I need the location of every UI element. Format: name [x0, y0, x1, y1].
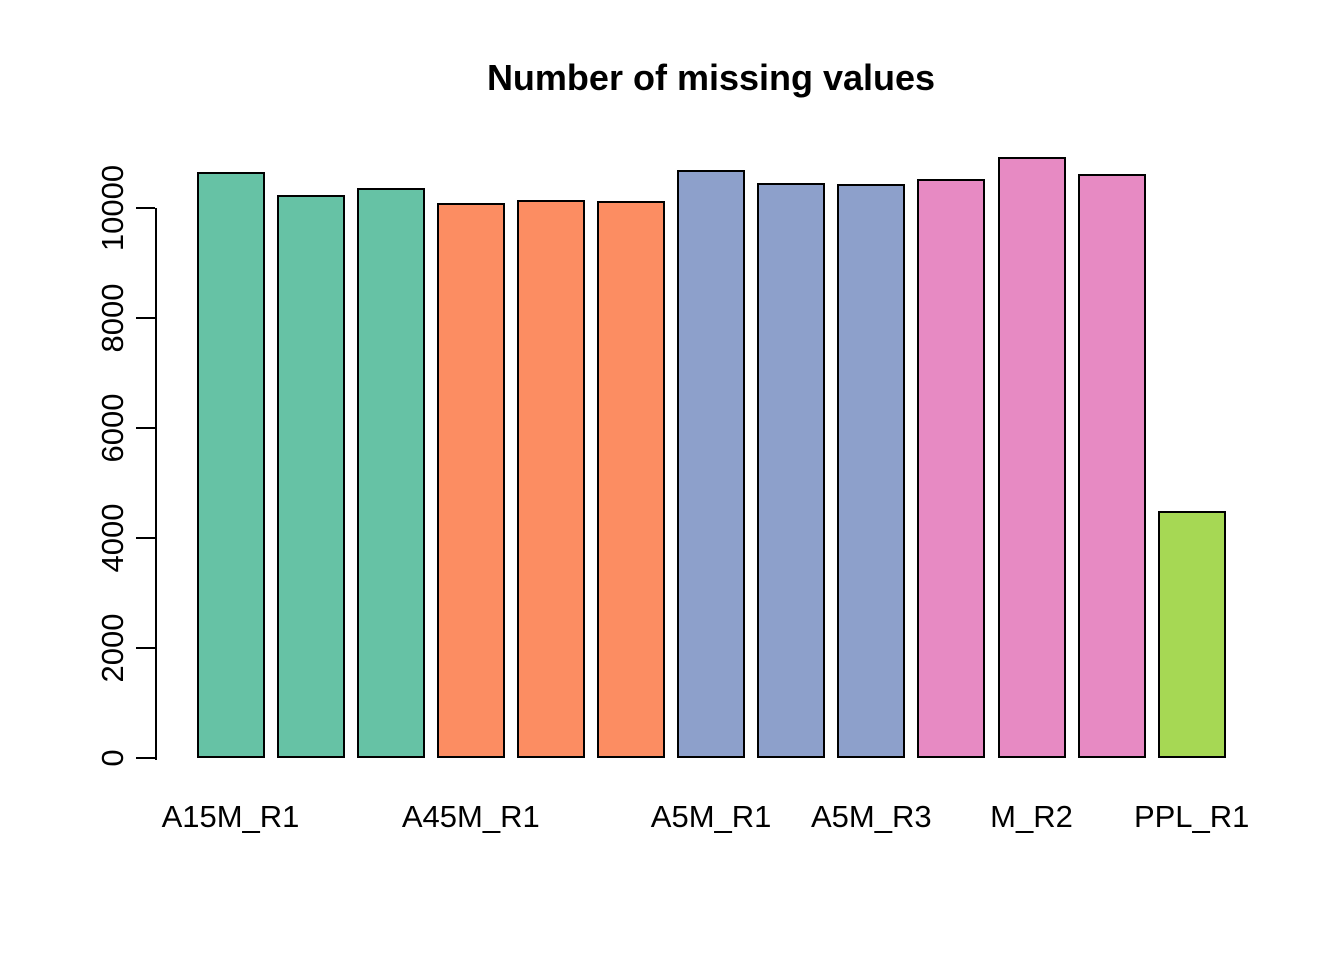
x-tick-label: A45M_R1 [401, 799, 540, 834]
bar-8 [757, 182, 826, 758]
y-tick-mark [136, 757, 155, 759]
bar-6 [597, 201, 665, 758]
x-tick-label: PPL_R1 [1133, 799, 1250, 834]
y-tick-mark [136, 207, 155, 209]
bar-7 [677, 169, 746, 758]
y-tick-label: 2000 [95, 613, 130, 683]
y-tick-label: 8000 [95, 283, 130, 353]
chart-title: Number of missing values [486, 57, 936, 98]
x-tick-label: A15M_R1 [161, 799, 300, 834]
y-tick-mark [136, 427, 155, 429]
bar-12 [1077, 173, 1146, 758]
bar-13 [1157, 510, 1226, 758]
bar-1 [196, 172, 265, 758]
y-tick-label: 6000 [95, 393, 130, 463]
bar-4 [436, 202, 505, 758]
bar-2 [276, 195, 345, 758]
y-axis-line [155, 208, 157, 760]
y-tick-label: 10000 [95, 164, 130, 252]
y-tick-label: 0 [95, 749, 130, 767]
x-tick-label: A5M_R1 [650, 799, 772, 834]
bar-3 [356, 188, 425, 758]
x-tick-label: A5M_R3 [810, 799, 932, 834]
y-tick-mark [136, 647, 155, 649]
y-tick-label: 4000 [95, 503, 130, 573]
bar-5 [516, 200, 585, 758]
bar-10 [917, 178, 986, 758]
x-tick-label: M_R2 [990, 799, 1073, 834]
bar-9 [837, 184, 906, 758]
bar-11 [997, 157, 1066, 758]
y-tick-mark [136, 317, 155, 319]
y-tick-mark [136, 537, 155, 539]
